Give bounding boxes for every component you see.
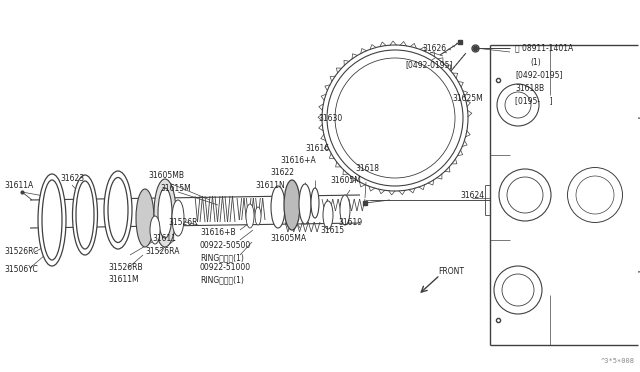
Text: 31619: 31619 xyxy=(338,218,362,227)
Text: 31630: 31630 xyxy=(318,113,342,122)
Ellipse shape xyxy=(568,167,623,222)
Ellipse shape xyxy=(576,176,614,214)
Text: (1): (1) xyxy=(530,58,541,67)
Text: 31616+A: 31616+A xyxy=(280,155,316,164)
Text: 31624: 31624 xyxy=(460,190,484,199)
Text: 31611M: 31611M xyxy=(108,276,139,285)
Text: 31611N: 31611N xyxy=(255,180,285,189)
Text: 31618B: 31618B xyxy=(515,83,544,93)
Ellipse shape xyxy=(502,274,534,306)
Ellipse shape xyxy=(76,181,94,249)
Text: 31626: 31626 xyxy=(422,44,446,52)
Text: 31625M: 31625M xyxy=(452,93,483,103)
Ellipse shape xyxy=(323,201,333,229)
Text: 31622: 31622 xyxy=(270,167,294,176)
Text: ^3*5∗008: ^3*5∗008 xyxy=(601,358,635,364)
Text: RINGリング(1): RINGリング(1) xyxy=(200,253,244,263)
Ellipse shape xyxy=(108,177,128,243)
Ellipse shape xyxy=(158,188,172,238)
Text: 31506YC: 31506YC xyxy=(4,266,38,275)
Ellipse shape xyxy=(507,177,543,213)
Ellipse shape xyxy=(284,180,300,230)
Text: 31615: 31615 xyxy=(320,225,344,234)
Ellipse shape xyxy=(499,169,551,221)
Text: [0492-0195]: [0492-0195] xyxy=(515,71,563,80)
Text: 31611: 31611 xyxy=(152,234,176,243)
Ellipse shape xyxy=(299,184,311,224)
Text: 31526RB: 31526RB xyxy=(108,263,143,273)
Text: 31526R: 31526R xyxy=(168,218,198,227)
Ellipse shape xyxy=(497,84,539,126)
Text: 31615M: 31615M xyxy=(160,183,191,192)
Text: 31605MB: 31605MB xyxy=(148,170,184,180)
Ellipse shape xyxy=(335,58,455,178)
Text: 31605MA: 31605MA xyxy=(270,234,306,243)
Text: 00922-51000: 00922-51000 xyxy=(200,263,251,273)
Text: [0492-0195]: [0492-0195] xyxy=(405,61,452,70)
Ellipse shape xyxy=(38,174,66,266)
Text: ⓝ 08911-1401A: ⓝ 08911-1401A xyxy=(515,44,573,52)
Ellipse shape xyxy=(150,216,160,244)
Text: 31526RC: 31526RC xyxy=(4,247,38,257)
Text: 31605M: 31605M xyxy=(330,176,361,185)
Text: 31618: 31618 xyxy=(355,164,379,173)
Text: [0195-    ]: [0195- ] xyxy=(515,96,552,106)
Ellipse shape xyxy=(311,188,319,218)
Ellipse shape xyxy=(104,171,132,249)
Ellipse shape xyxy=(172,200,184,236)
Ellipse shape xyxy=(271,186,285,228)
Ellipse shape xyxy=(494,266,542,314)
Ellipse shape xyxy=(136,189,154,247)
Ellipse shape xyxy=(340,195,350,225)
Ellipse shape xyxy=(327,50,463,186)
Ellipse shape xyxy=(72,175,97,255)
Text: 31526RA: 31526RA xyxy=(145,247,179,257)
Ellipse shape xyxy=(42,180,62,260)
Ellipse shape xyxy=(505,92,531,118)
Text: 31623: 31623 xyxy=(60,173,84,183)
Text: 31616: 31616 xyxy=(305,144,329,153)
Text: 00922-50500: 00922-50500 xyxy=(200,241,252,250)
Text: RINGリング(1): RINGリング(1) xyxy=(200,276,244,285)
Ellipse shape xyxy=(255,207,261,225)
Text: 31611A: 31611A xyxy=(4,180,33,189)
Text: FRONT: FRONT xyxy=(438,267,464,276)
Ellipse shape xyxy=(246,204,254,228)
Ellipse shape xyxy=(154,179,176,247)
Text: 31616+B: 31616+B xyxy=(200,228,236,237)
